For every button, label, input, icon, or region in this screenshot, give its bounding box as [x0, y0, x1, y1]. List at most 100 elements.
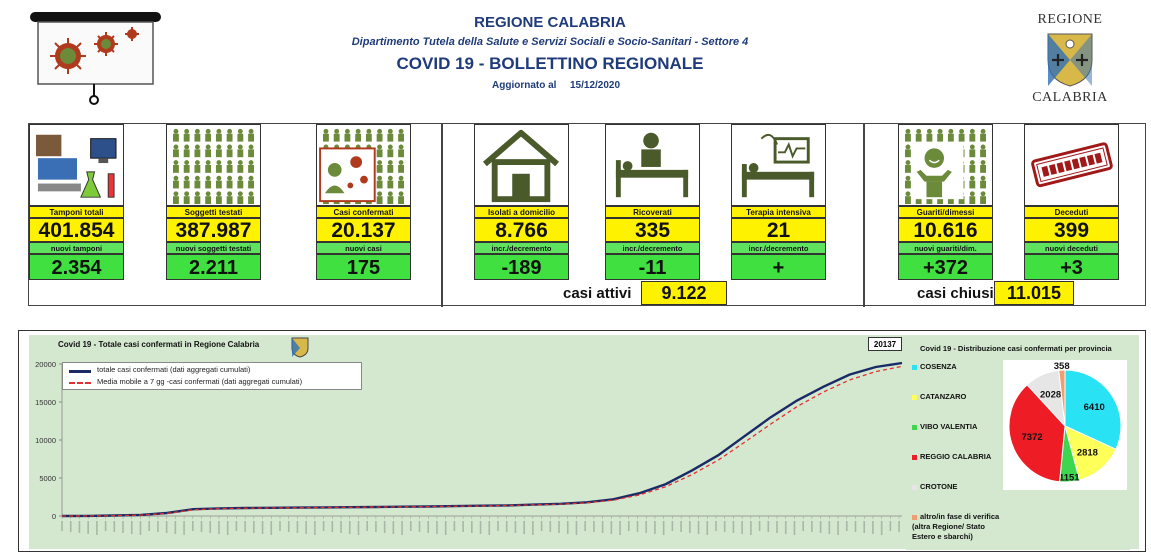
x-tick-label [697, 521, 700, 534]
legend-label: altro/in fase di verifica (altra Regione… [912, 512, 1000, 541]
x-tick-label [662, 521, 665, 535]
x-tick-label [409, 521, 412, 531]
department-name: Dipartimento Tutela della Salute e Servi… [351, 36, 749, 48]
x-tick-label [488, 521, 491, 535]
updated-date: 15/12/2020 [570, 80, 621, 91]
updated-label: Aggiornato al [492, 80, 557, 91]
pie-data-label: 7372 [1022, 432, 1043, 443]
legend-swatch [912, 454, 917, 460]
x-tick-label [157, 521, 159, 532]
x-tick-label [750, 521, 752, 535]
y-tick-label: 10000 [35, 436, 56, 445]
stat-value: 335 [605, 218, 700, 242]
legend-swatch [69, 382, 91, 384]
stat-sub-label: nuovi casi [316, 242, 411, 254]
x-tick-label [706, 521, 709, 535]
legend-label: COSENZA [920, 362, 957, 371]
x-tick-label [854, 521, 857, 532]
x-tick-label [366, 521, 368, 531]
stat-sub-label: nuovi soggetti testati [166, 242, 261, 254]
x-tick-label [898, 521, 900, 532]
pie-slice [1064, 369, 1122, 450]
x-tick-label [253, 521, 255, 533]
pie-legend-item: CROTONE [912, 482, 957, 492]
stat-sub-value: +372 [898, 254, 993, 280]
line-chart-title: Covid 19 - Totale casi confermati in Reg… [58, 340, 260, 349]
x-tick-label [636, 521, 639, 532]
x-tick-label [584, 521, 586, 531]
x-tick-label [689, 521, 691, 533]
x-tick-label [226, 521, 229, 535]
stats-panel: Tamponi totali 401.854 nuovi tamponi 2.3… [28, 123, 1146, 307]
x-tick-label [671, 521, 674, 531]
x-tick-label [174, 521, 177, 534]
deceased-stamp-icon [1024, 124, 1119, 206]
x-tick-label [819, 521, 822, 533]
x-tick-label [61, 521, 63, 531]
stat-label: Casi confermati [316, 206, 411, 218]
hospital-bed-icon [605, 124, 700, 206]
x-tick-label [444, 521, 447, 535]
y-tick-label: 20000 [35, 360, 56, 369]
x-tick-label [732, 521, 735, 533]
stat-sub-value: 2.211 [166, 254, 261, 280]
legend-label: VIBO VALENTIA [920, 422, 978, 431]
house-icon [474, 124, 569, 206]
x-tick-label [322, 521, 325, 531]
x-tick-label [479, 521, 482, 534]
x-tick-label [78, 521, 81, 533]
logo-text-top: REGIONE [1037, 12, 1103, 27]
x-tick-label [715, 521, 717, 531]
x-tick-label [122, 521, 124, 533]
x-tick-label [130, 521, 133, 534]
x-tick-label [845, 521, 848, 531]
x-tick-label [811, 521, 813, 532]
x-tick-label [723, 521, 726, 532]
x-tick-label [593, 521, 595, 532]
x-tick-label [889, 521, 892, 531]
x-tick-label [357, 521, 360, 535]
x-tick-label [532, 521, 534, 535]
x-tick-label [497, 521, 499, 531]
active-cases-label: casi attivi [563, 285, 632, 302]
bulletin-title: COVID 19 - BOLLETTINO REGIONALE [396, 54, 704, 73]
x-tick-label [401, 521, 403, 535]
pie-data-label: 358 [1054, 361, 1070, 372]
lab-test-icon [29, 124, 124, 206]
pie-slice [1008, 384, 1066, 483]
closed-cases-label: casi chiusi [917, 285, 994, 302]
x-tick-label [549, 521, 552, 532]
x-tick-label [505, 521, 508, 532]
x-tick-label [462, 521, 464, 532]
stat-label: Isolati a domicilio [474, 206, 569, 218]
x-tick-label [392, 521, 395, 534]
y-tick-label: 5000 [39, 474, 56, 483]
legend-swatch [912, 364, 917, 370]
x-tick-marks [61, 516, 900, 535]
x-tick-label [758, 521, 761, 531]
x-tick-label [314, 521, 316, 535]
region-shield-icon [291, 337, 309, 358]
stat-value: 21 [731, 218, 826, 242]
pie-data-label: 6410 [1084, 402, 1105, 413]
stat-sub-label: incr./decremento [605, 242, 700, 254]
x-tick-label [566, 521, 569, 534]
closed-cases-value: 11.015 [994, 281, 1074, 305]
pie-legend-item: CATANZARO [912, 392, 966, 402]
pie-legend-item: VIBO VALENTIA [912, 422, 977, 432]
stat-value: 20.137 [316, 218, 411, 242]
series-line-moving-average [61, 365, 903, 517]
x-tick-label [575, 521, 578, 535]
pie-chart-title: Covid 19 - Distribuzione casi confermati… [920, 344, 1112, 353]
x-tick-label [767, 521, 770, 532]
x-tick-label [209, 521, 212, 533]
x-tick-label [645, 521, 648, 533]
x-tick-label [863, 521, 866, 533]
stats-divider [441, 124, 443, 307]
y-tick-label: 0 [52, 512, 56, 521]
pie-data-label: 2028 [1040, 389, 1061, 400]
x-tick-label [654, 521, 656, 534]
x-tick-label [427, 521, 430, 533]
x-tick-label [261, 521, 264, 534]
sick-person-icon [316, 124, 411, 206]
